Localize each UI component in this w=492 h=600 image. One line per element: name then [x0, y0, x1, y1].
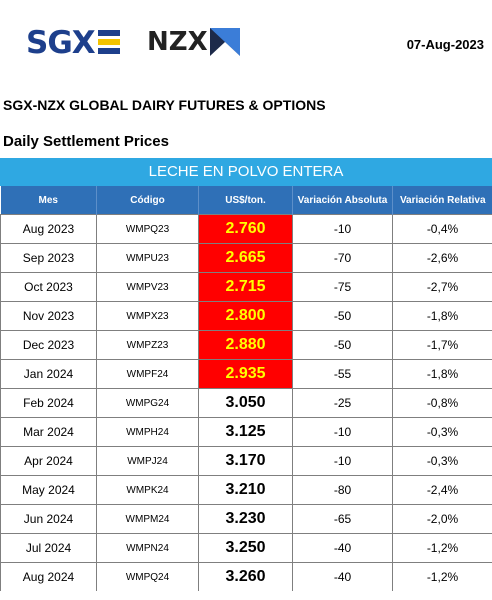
- column-header-abs-change: Variación Absoluta: [292, 186, 393, 215]
- cell-price: 2.760: [198, 214, 293, 244]
- table-row: Jun 2024 WMPM24 3.230 -65 -2,0%: [0, 504, 492, 534]
- cell-rel-change: -1,2%: [392, 533, 492, 563]
- cell-month: Nov 2023: [0, 301, 97, 331]
- cell-price: 2.800: [198, 301, 293, 331]
- sgx-bars-icon: [97, 30, 120, 57]
- cell-abs-change: -55: [292, 359, 393, 389]
- cell-rel-change: -1,2%: [392, 562, 492, 591]
- cell-code: WMPM24: [96, 504, 199, 534]
- table-row: Dec 2023 WMPZ23 2.880 -50 -1,7%: [0, 330, 492, 360]
- report-date: 07-Aug-2023: [406, 37, 484, 52]
- cell-rel-change: -1,7%: [392, 330, 492, 360]
- cell-abs-change: -50: [292, 301, 393, 331]
- cell-rel-change: -0,4%: [392, 214, 492, 244]
- cell-code: WMPZ23: [96, 330, 199, 360]
- cell-abs-change: -25: [292, 388, 393, 418]
- table-row: Oct 2023 WMPV23 2.715 -75 -2,7%: [0, 272, 492, 302]
- cell-abs-change: -65: [292, 504, 393, 534]
- cell-price: 2.715: [198, 272, 293, 302]
- cell-abs-change: -10: [292, 417, 393, 447]
- cell-abs-change: -75: [292, 272, 393, 302]
- cell-code: WMPX23: [96, 301, 199, 331]
- table-row: May 2024 WMPK24 3.210 -80 -2,4%: [0, 475, 492, 505]
- cell-code: WMPF24: [96, 359, 199, 389]
- cell-abs-change: -40: [292, 562, 393, 591]
- cell-rel-change: -2,6%: [392, 243, 492, 273]
- cell-code: WMPJ24: [96, 446, 199, 476]
- cell-month: Jan 2024: [0, 359, 97, 389]
- cell-rel-change: -2,0%: [392, 504, 492, 534]
- cell-month: Aug 2023: [0, 214, 97, 244]
- cell-code: WMPN24: [96, 533, 199, 563]
- cell-code: WMPG24: [96, 388, 199, 418]
- product-band: LECHE EN POLVO ENTERA: [0, 158, 492, 186]
- cell-price: 2.935: [198, 359, 293, 389]
- cell-rel-change: -2,7%: [392, 272, 492, 302]
- cell-month: Dec 2023: [0, 330, 97, 360]
- cell-abs-change: -80: [292, 475, 393, 505]
- nzx-x-icon: [209, 28, 240, 61]
- cell-price: 3.050: [198, 388, 293, 418]
- cell-rel-change: -0,8%: [392, 388, 492, 418]
- cell-month: Sep 2023: [0, 243, 97, 273]
- table-row: Aug 2023 WMPQ23 2.760 -10 -0,4%: [0, 214, 492, 244]
- cell-code: WMPU23: [96, 243, 199, 273]
- cell-price: 3.170: [198, 446, 293, 476]
- cell-price: 3.250: [198, 533, 293, 563]
- cell-price: 3.125: [198, 417, 293, 447]
- column-header-mes: Mes: [0, 186, 97, 215]
- table-row: Sep 2023 WMPU23 2.665 -70 -2,6%: [0, 243, 492, 273]
- settlement-table-container: LECHE EN POLVO ENTERA Mes Código US$/ton…: [0, 158, 492, 591]
- cell-abs-change: -10: [292, 214, 393, 244]
- cell-price: 2.665: [198, 243, 293, 273]
- cell-code: WMPK24: [96, 475, 199, 505]
- page-subtitle: Daily Settlement Prices: [3, 133, 169, 150]
- cell-month: Oct 2023: [0, 272, 97, 302]
- cell-price: 2.880: [198, 330, 293, 360]
- table-row: Jan 2024 WMPF24 2.935 -55 -1,8%: [0, 359, 492, 389]
- cell-rel-change: -1,8%: [392, 359, 492, 389]
- table-row: Aug 2024 WMPQ24 3.260 -40 -1,2%: [0, 562, 492, 591]
- cell-month: Apr 2024: [0, 446, 97, 476]
- cell-code: WMPH24: [96, 417, 199, 447]
- table-row: Mar 2024 WMPH24 3.125 -10 -0,3%: [0, 417, 492, 447]
- nzx-logo-text: NZX: [147, 27, 208, 57]
- table-row: Feb 2024 WMPG24 3.050 -25 -0,8%: [0, 388, 492, 418]
- cell-code: WMPQ23: [96, 214, 199, 244]
- cell-month: Jul 2024: [0, 533, 97, 563]
- page-title: SGX-NZX GLOBAL DAIRY FUTURES & OPTIONS: [3, 97, 326, 113]
- column-header-codigo: Código: [96, 186, 199, 215]
- cell-rel-change: -2,4%: [392, 475, 492, 505]
- nzx-logo: NZX: [147, 28, 240, 56]
- cell-price: 3.230: [198, 504, 293, 534]
- sgx-logo: SGX: [26, 27, 120, 59]
- cell-rel-change: -1,8%: [392, 301, 492, 331]
- cell-price: 3.210: [198, 475, 293, 505]
- settlement-table: Mes Código US$/ton. Variación Absoluta V…: [0, 186, 492, 591]
- table-row: Jul 2024 WMPN24 3.250 -40 -1,2%: [0, 533, 492, 563]
- cell-abs-change: -50: [292, 330, 393, 360]
- sgx-logo-text: SGX: [26, 25, 96, 61]
- cell-code: WMPV23: [96, 272, 199, 302]
- cell-price: 3.260: [198, 562, 293, 591]
- cell-abs-change: -70: [292, 243, 393, 273]
- table-header-row: Mes Código US$/ton. Variación Absoluta V…: [0, 186, 492, 215]
- cell-rel-change: -0,3%: [392, 446, 492, 476]
- cell-rel-change: -0,3%: [392, 417, 492, 447]
- cell-month: Mar 2024: [0, 417, 97, 447]
- column-header-price: US$/ton.: [198, 186, 293, 215]
- cell-month: Jun 2024: [0, 504, 97, 534]
- cell-abs-change: -40: [292, 533, 393, 563]
- table-row: Apr 2024 WMPJ24 3.170 -10 -0,3%: [0, 446, 492, 476]
- cell-abs-change: -10: [292, 446, 393, 476]
- column-header-rel-change: Variación Relativa: [392, 186, 492, 215]
- cell-month: Feb 2024: [0, 388, 97, 418]
- cell-code: WMPQ24: [96, 562, 199, 591]
- cell-month: Aug 2024: [0, 562, 97, 591]
- header: SGX NZX 07-Aug-2023: [0, 0, 492, 90]
- table-row: Nov 2023 WMPX23 2.800 -50 -1,8%: [0, 301, 492, 331]
- cell-month: May 2024: [0, 475, 97, 505]
